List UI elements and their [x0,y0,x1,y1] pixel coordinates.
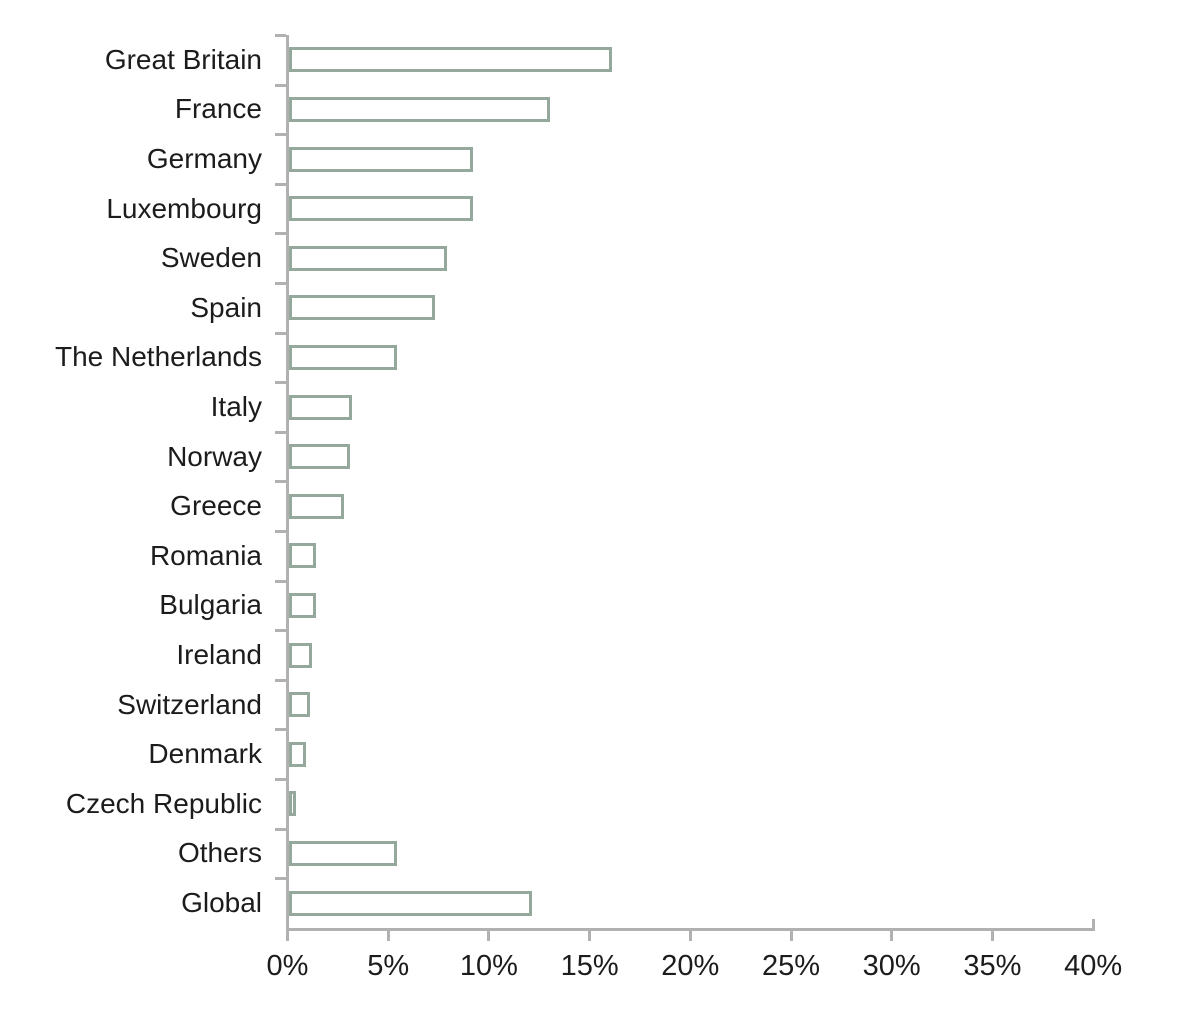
bar-norway [289,444,350,470]
x-axis-tick [990,928,994,941]
y-axis-tick [275,629,286,633]
x-axis-label-15: 15% [560,950,619,982]
y-axis-tick [275,678,286,682]
y-axis-tick [275,133,286,137]
y-axis-tick [275,480,286,484]
category-label-bulgaria: Bulgaria [159,589,262,621]
category-label-france: France [174,93,262,125]
bar-italy [289,394,352,420]
bar-bulgaria [289,592,316,618]
y-axis-tick [275,282,286,285]
x-axis-tick [789,928,793,941]
x-axis-tick [286,928,289,941]
y-axis-tick [275,530,286,533]
category-label-the-netherlands: The Netherlands [54,341,262,373]
x-axis-tick [386,928,390,941]
bar-ireland [289,642,312,668]
bar-greece [289,493,344,519]
y-axis-tick [275,34,286,37]
category-label-denmark: Denmark [148,738,262,770]
bar-the-netherlands [289,344,397,370]
category-label-norway: Norway [167,440,262,472]
category-label-ireland: Ireland [176,639,262,670]
category-label-switzerland: Switzerland [117,688,262,720]
bar-sweden [289,245,447,271]
y-axis-tick [275,331,286,335]
y-axis-tick [275,579,286,583]
bar-others [289,840,397,866]
x-axis-label-20: 20% [661,950,720,982]
y-axis-tick [275,827,286,831]
x-axis-tick [890,928,894,941]
category-label-sweden: Sweden [160,242,262,274]
bar-romania [289,543,316,569]
y-axis-tick [275,182,286,186]
bar-spain [289,295,435,321]
bar-global [289,890,532,916]
bar-france [289,96,550,122]
category-label-others: Others [177,837,262,869]
x-axis-label-35: 35% [963,950,1022,982]
category-label-greece: Greece [170,490,262,522]
category-label-global: Global [181,887,262,918]
y-axis-line [286,35,289,931]
x-axis-tick [688,928,692,941]
x-axis-label-10: 10% [459,950,518,982]
x-axis-label-5: 5% [367,950,410,982]
y-axis-tick [275,430,286,434]
x-axis-end-tick [1092,919,1095,931]
bar-luxembourg [289,196,473,222]
category-label-spain: Spain [190,291,262,323]
category-label-italy: Italy [210,391,262,422]
y-axis-tick [275,232,286,236]
category-label-romania: Romania [149,539,262,571]
x-axis-label-30: 30% [862,950,921,982]
y-axis-tick [275,381,286,385]
x-axis-tick [588,928,592,941]
category-label-czech-republic: Czech Republic [65,787,262,819]
bar-switzerland [289,692,310,718]
y-axis-tick [275,877,286,881]
bar-germany [289,146,473,172]
category-label-luxembourg: Luxembourg [106,192,262,224]
bar-great-britain [289,47,612,73]
y-axis-tick [275,778,286,781]
y-axis-tick [275,83,286,87]
x-axis-tick [487,928,491,941]
x-axis-label-40: 40% [1064,950,1123,982]
category-label-germany: Germany [146,143,262,174]
y-axis-tick [275,728,286,732]
x-axis-label-0: 0% [266,950,309,982]
bar-czech-republic [289,791,296,817]
bar-denmark [289,741,306,767]
x-axis-label-25: 25% [761,950,821,982]
category-label-great-britain: Great Britain [104,43,262,75]
